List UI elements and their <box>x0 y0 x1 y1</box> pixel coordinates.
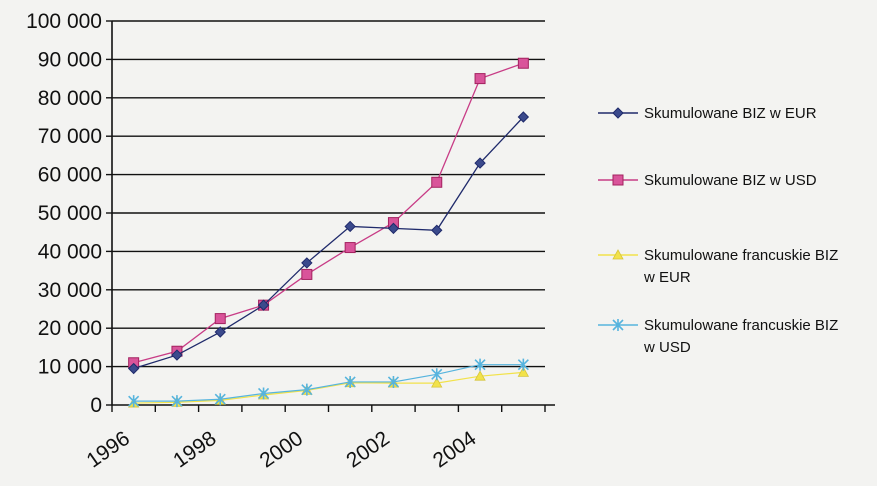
x-tick-label: 2000 <box>256 427 307 473</box>
legend-label-3: Skumulowane francuskie BIZ <box>644 247 838 264</box>
data-point-s1-3 <box>257 299 270 311</box>
legend-marker-2 <box>612 174 624 186</box>
series-line-2 <box>133 62 524 364</box>
data-point-s1-8 <box>474 157 486 169</box>
data-point-s1-4 <box>301 257 313 269</box>
data-point-s4-5 <box>344 375 356 388</box>
series-line-4 <box>133 364 524 402</box>
y-tick-label: 100 000 <box>26 10 102 33</box>
data-point-s2-5 <box>344 242 356 254</box>
y-tick-label: 30 000 <box>38 279 102 302</box>
y-tick-label: 90 000 <box>38 48 102 71</box>
series-line-1 <box>133 116 524 370</box>
legend-label-3: w EUR <box>643 269 691 286</box>
data-point-s4-8 <box>474 358 486 371</box>
data-point-s1-6 <box>387 222 400 235</box>
legend-marker-1 <box>612 107 624 119</box>
y-tick-label: 0 <box>90 394 102 417</box>
data-point-s2-7 <box>431 176 443 188</box>
x-tick-label: 1998 <box>169 427 220 473</box>
data-point-s2-9 <box>517 57 529 69</box>
y-tick-label: 70 000 <box>38 125 102 148</box>
data-point-s4-9 <box>517 358 529 371</box>
x-tick-label: 1996 <box>83 427 134 473</box>
data-point-s1-2 <box>214 326 226 338</box>
y-tick-label: 50 000 <box>38 202 102 225</box>
legend-label-4: Skumulowane francuskie BIZ <box>644 317 838 334</box>
data-point-s1-7 <box>431 224 443 236</box>
data-point-s4-2 <box>214 393 226 406</box>
data-point-s1-5 <box>344 220 356 233</box>
legend-marker-3 <box>612 249 624 260</box>
legend-label-4: w USD <box>643 339 691 356</box>
legend-label-1: Skumulowane BIZ w EUR <box>644 105 817 122</box>
data-point-s4-6 <box>387 375 400 388</box>
data-point-s2-2 <box>214 313 226 325</box>
x-tick-label: 2002 <box>342 427 393 473</box>
data-point-s4-1 <box>171 395 183 408</box>
data-point-s1-0 <box>127 362 140 375</box>
data-point-s4-0 <box>128 395 140 408</box>
data-point-s4-3 <box>257 387 270 400</box>
data-point-s1-1 <box>171 349 183 361</box>
data-point-s4-7 <box>431 368 443 381</box>
data-point-s3-8 <box>474 370 486 381</box>
data-point-s3-7 <box>431 377 443 388</box>
y-tick-label: 40 000 <box>38 240 102 263</box>
y-tick-label: 80 000 <box>38 87 102 110</box>
x-tick-label: 2004 <box>429 427 481 473</box>
y-tick-label: 10 000 <box>38 356 102 379</box>
data-point-s2-8 <box>474 73 486 85</box>
data-point-s1-9 <box>517 111 530 123</box>
data-point-s2-4 <box>301 268 313 280</box>
data-point-s4-4 <box>301 383 313 396</box>
y-tick-label: 20 000 <box>38 317 102 340</box>
y-tick-label: 60 000 <box>38 164 102 187</box>
data-point-s3-9 <box>517 366 530 377</box>
legend-marker-4 <box>612 319 624 331</box>
legend-label-2: Skumulowane BIZ w USD <box>644 172 817 189</box>
series-line-3 <box>133 371 524 404</box>
